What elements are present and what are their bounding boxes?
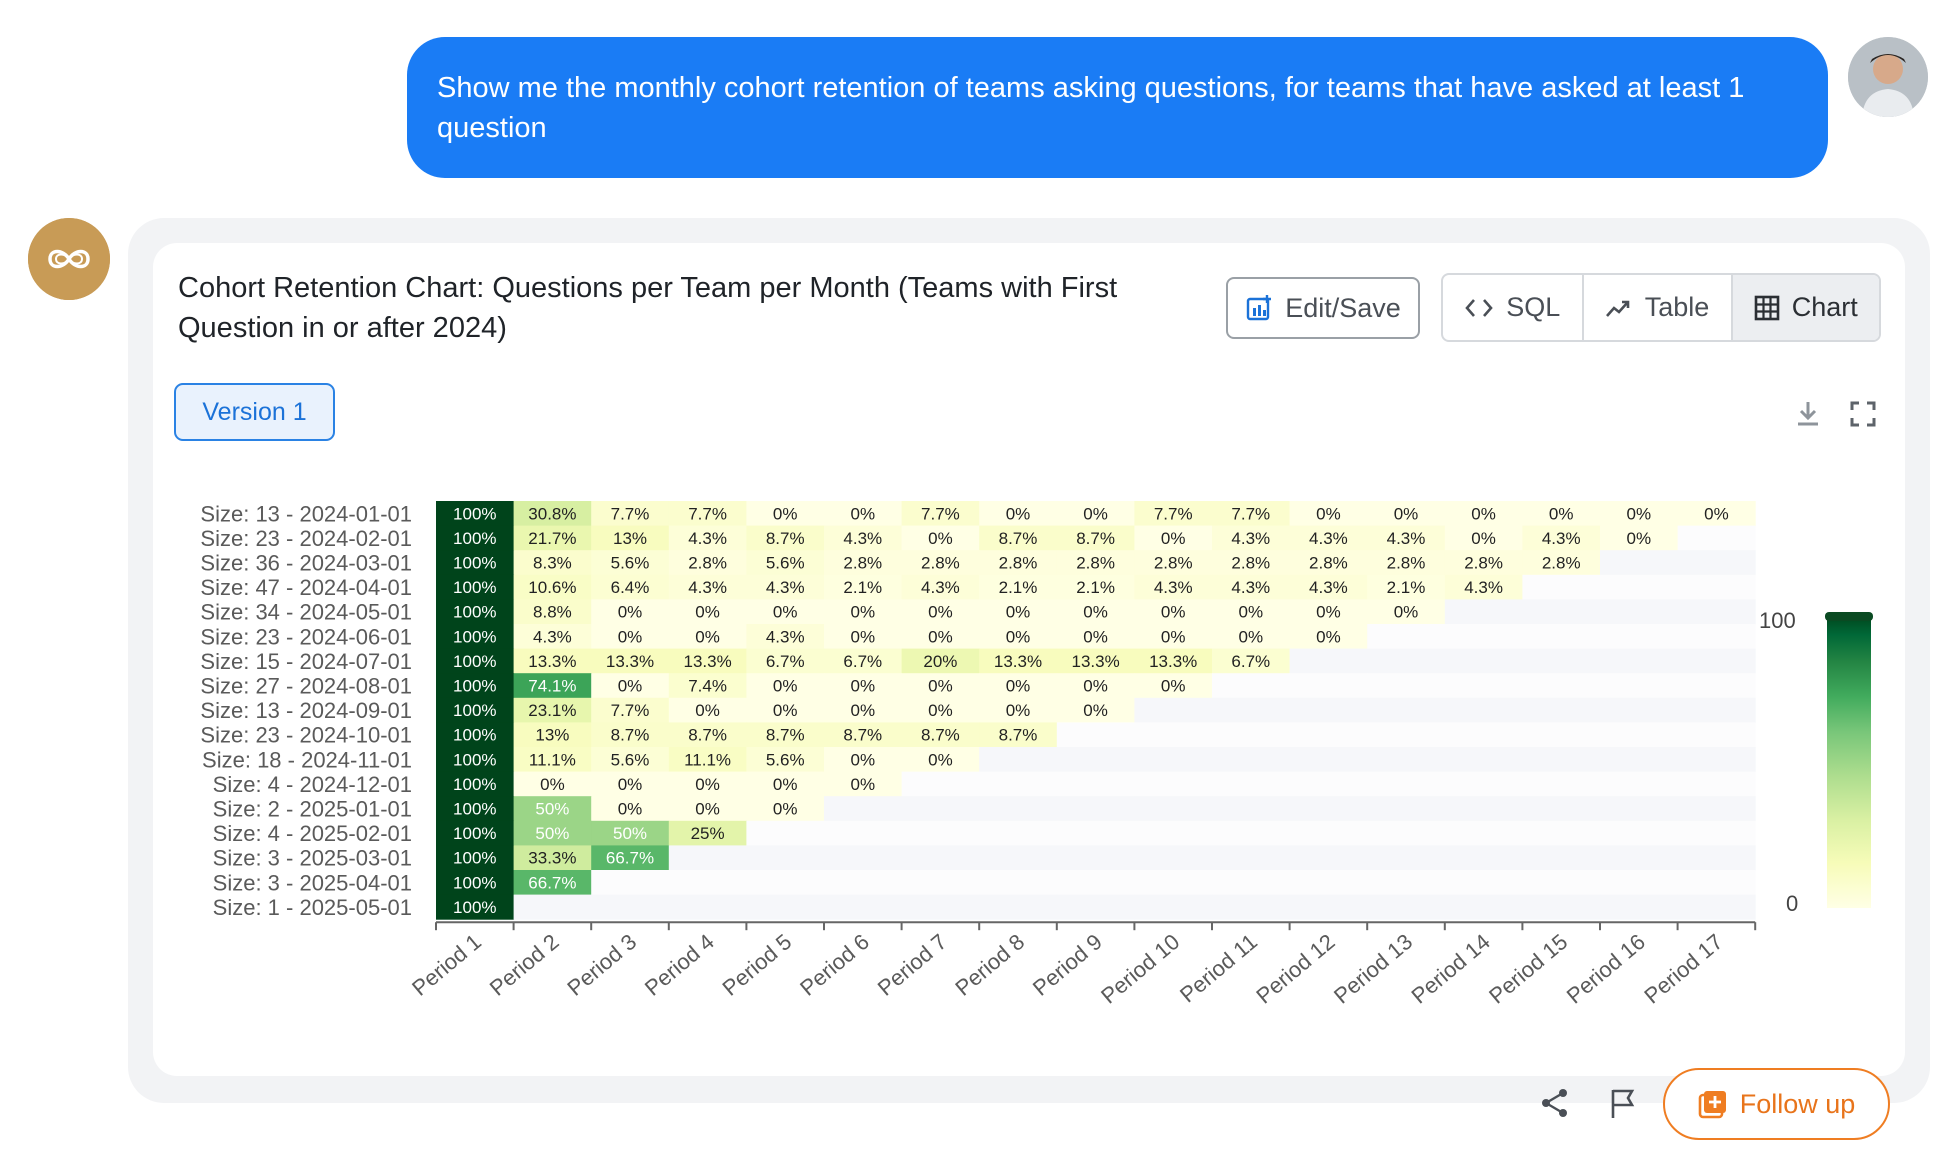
user-message-text: Show me the monthly cohort retention of … bbox=[437, 72, 1745, 144]
tab-sql[interactable]: SQL bbox=[1443, 275, 1584, 340]
tab-table-label: Table bbox=[1644, 292, 1710, 322]
download-icon[interactable] bbox=[1792, 398, 1824, 430]
share-icon[interactable] bbox=[1538, 1086, 1572, 1120]
view-toggle: SQL Table Chart bbox=[1441, 273, 1881, 342]
edit-save-button[interactable]: Edit/Save bbox=[1226, 277, 1420, 339]
trend-icon bbox=[1605, 300, 1630, 317]
tab-sql-label: SQL bbox=[1506, 292, 1561, 322]
response-actions bbox=[1520, 1068, 1900, 1143]
assistant-avatar bbox=[28, 218, 110, 300]
flag-icon[interactable] bbox=[1606, 1086, 1640, 1120]
follow-up-button[interactable]: Follow up bbox=[1663, 1068, 1890, 1140]
infinity-logo-icon bbox=[28, 218, 110, 300]
code-icon bbox=[1465, 298, 1493, 317]
fullscreen-icon[interactable] bbox=[1847, 398, 1879, 430]
chart-title: Cohort Retention Chart: Questions per Te… bbox=[178, 272, 1118, 344]
chart-card bbox=[153, 243, 1905, 1076]
follow-up-label: Follow up bbox=[1739, 1088, 1856, 1119]
user-message-bubble: Show me the monthly cohort retention of … bbox=[407, 37, 1828, 178]
tab-chart-label: Chart bbox=[1791, 292, 1858, 322]
tab-table[interactable]: Table bbox=[1584, 275, 1733, 340]
edit-save-label: Edit/Save bbox=[1285, 292, 1401, 323]
edit-chart-icon bbox=[1247, 295, 1272, 321]
tab-chart[interactable]: Chart bbox=[1732, 275, 1879, 340]
user-avatar[interactable] bbox=[1848, 37, 1928, 117]
grid-icon bbox=[1754, 295, 1780, 320]
add-note-icon bbox=[1698, 1091, 1726, 1119]
version-button[interactable]: Version 1 bbox=[174, 383, 335, 441]
